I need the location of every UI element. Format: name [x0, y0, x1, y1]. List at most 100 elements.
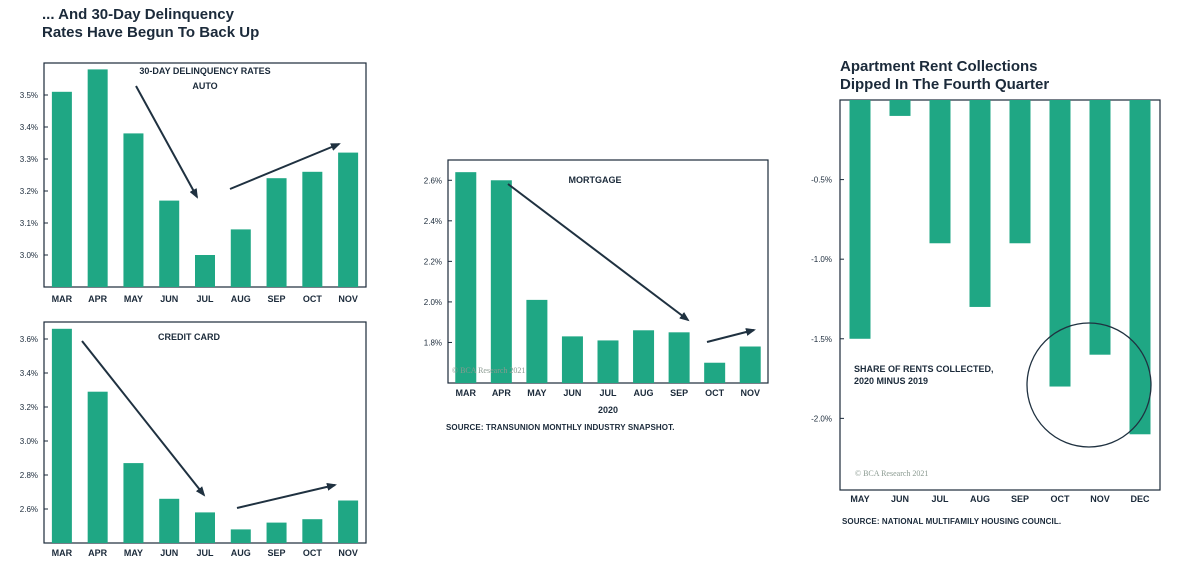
rent-bar [1049, 100, 1071, 387]
credit-bar [195, 512, 215, 543]
rent-annotation-line: 2020 MINUS 2019 [854, 376, 928, 386]
right-heading-line-1: Apartment Rent Collections [840, 58, 1038, 75]
trend-arrow [507, 183, 690, 322]
rent-frame [839, 99, 1161, 491]
credit-bar [51, 328, 72, 543]
credit-category-label: SEP [268, 548, 286, 558]
rent-category-label: DEC [1130, 494, 1150, 504]
auto-bar [195, 255, 215, 287]
mortgage-bar [668, 332, 690, 383]
rent-bar [1009, 100, 1031, 244]
credit-bar [302, 519, 323, 543]
credit-category-label: OCT [303, 548, 323, 558]
rent-category-label: MAY [850, 494, 869, 504]
credit-category-label: NOV [338, 548, 358, 558]
auto-category-label: AUG [231, 294, 251, 304]
mortgage-ytick-label: 1.8% [424, 338, 442, 347]
mortgage-chart-title: MORTGAGE [569, 175, 622, 185]
left-heading-line-1: ... And 30-Day Delinquency [42, 6, 234, 23]
auto-bar [123, 133, 144, 287]
credit-category-label: JUN [160, 548, 178, 558]
auto-bar [51, 91, 72, 287]
credit-ytick-label: 3.4% [20, 369, 38, 378]
rent-source: SOURCE: NATIONAL MULTIFAMILY HOUSING COU… [842, 517, 1062, 526]
mortgage-category-label: NOV [740, 388, 760, 398]
credit-ytick-label: 3.0% [20, 437, 38, 446]
auto-category-label: OCT [303, 294, 323, 304]
rent-bar [929, 100, 951, 244]
credit-category-label: MAY [124, 548, 143, 558]
rent-bar [849, 100, 871, 339]
rent-annotation-line: SHARE OF RENTS COLLECTED, [854, 364, 994, 374]
mortgage-category-label: AUG [634, 388, 654, 398]
auto-ytick-label: 3.4% [20, 123, 38, 132]
highlight-circle [1026, 322, 1152, 448]
auto-ytick-label: 3.2% [20, 187, 38, 196]
mortgage-bar [561, 336, 583, 383]
rent-category-label: JUL [931, 494, 949, 504]
mortgage-watermark: © BCA Research 2021 [452, 366, 525, 375]
auto-chart-subtitle: AUTO [192, 81, 217, 91]
trend-arrow [236, 482, 337, 509]
credit-category-label: JUL [196, 548, 214, 558]
auto-category-label: SEP [268, 294, 286, 304]
auto-bar [338, 152, 359, 287]
credit-bar [230, 529, 251, 543]
right-heading: Apartment Rent Collections Dipped In The… [840, 58, 1049, 94]
auto-bar [230, 229, 251, 287]
auto-bar [159, 200, 180, 287]
auto-bar [266, 178, 287, 287]
mortgage-bar [633, 330, 655, 383]
credit-category-label: APR [88, 548, 108, 558]
mortgage-bar [455, 172, 477, 383]
trend-arrow [135, 85, 198, 199]
mortgage-category-label: MAY [527, 388, 546, 398]
mortgage-bar [704, 362, 726, 383]
rent-ytick-label: -1.5% [811, 335, 832, 344]
credit-bar [87, 391, 108, 543]
mortgage-category-label: MAR [456, 388, 477, 398]
rent-ytick-label: -1.0% [811, 255, 832, 264]
rent-bar [889, 100, 911, 116]
credit-category-label: MAR [52, 548, 73, 558]
left-heading: ... And 30-Day Delinquency Rates Have Be… [42, 6, 259, 42]
mortgage-category-label: JUL [599, 388, 617, 398]
credit-bar [123, 463, 144, 543]
credit-bar [159, 498, 180, 543]
rent-ytick-label: -0.5% [811, 176, 832, 185]
auto-category-label: JUL [196, 294, 214, 304]
mortgage-x-axis-label: 2020 [598, 405, 618, 415]
rent-bar [1089, 100, 1111, 355]
rent-ytick-label: -2.0% [811, 414, 832, 423]
auto-category-label: MAY [124, 294, 143, 304]
auto-category-label: NOV [338, 294, 358, 304]
mortgage-ytick-label: 2.4% [424, 217, 442, 226]
mortgage-category-label: JUN [563, 388, 581, 398]
credit-ytick-label: 3.2% [20, 403, 38, 412]
auto-ytick-label: 3.5% [20, 91, 38, 100]
mortgage-bar [490, 180, 512, 383]
auto-ytick-label: 3.0% [20, 251, 38, 260]
rent-category-label: OCT [1051, 494, 1071, 504]
credit-bar [266, 522, 287, 543]
mortgage-ytick-label: 2.0% [424, 298, 442, 307]
mortgage-bar [597, 340, 619, 383]
auto-ytick-label: 3.3% [20, 155, 38, 164]
trend-arrow [706, 328, 756, 343]
right-heading-line-2: Dipped In The Fourth Quarter [840, 76, 1050, 93]
mortgage-category-label: SEP [670, 388, 688, 398]
rent-watermark: © BCA Research 2021 [855, 469, 928, 478]
trend-arrow [229, 143, 341, 190]
credit-chart-title: CREDIT CARD [158, 332, 220, 342]
mortgage-ytick-label: 2.6% [424, 176, 442, 185]
auto-category-label: MAR [52, 294, 73, 304]
mortgage-category-label: APR [492, 388, 512, 398]
auto-bar [302, 171, 323, 287]
left-heading-line-2: Rates Have Begun To Back Up [42, 24, 260, 41]
rent-category-label: JUN [891, 494, 909, 504]
auto-category-label: APR [88, 294, 108, 304]
mortgage-bar [739, 346, 761, 383]
mortgage-source: SOURCE: TRANSUNION MONTHLY INDUSTRY SNAP… [446, 423, 675, 432]
rent-bar [969, 100, 991, 307]
